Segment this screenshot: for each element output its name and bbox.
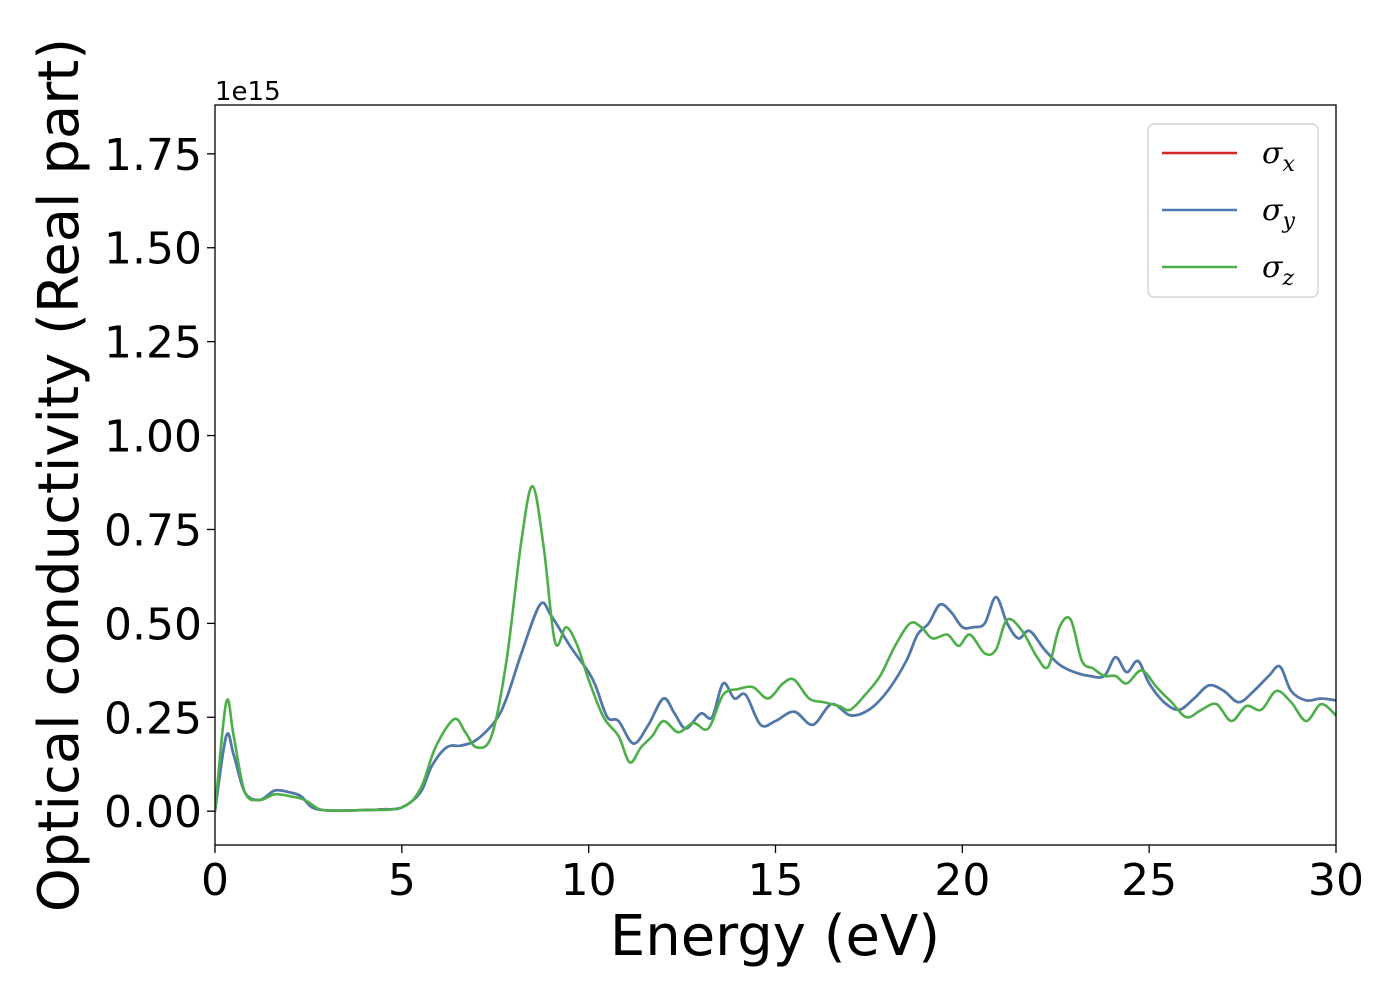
- x-tick-label: 25: [1121, 855, 1177, 906]
- y-tick-label: 0.25: [104, 693, 202, 744]
- series-line-z: [215, 484, 1336, 813]
- y-tick-label: 1.75: [104, 130, 202, 181]
- x-tick-label: 0: [201, 855, 229, 906]
- y-axis-label: Optical conductivity (Real part): [27, 38, 92, 912]
- y-axis: 0.00 0.25 0.50 0.75 1.00 1.25 1.50 1.75: [104, 130, 215, 838]
- y-tick-label: 1.25: [104, 318, 202, 369]
- y-tick-label: 1.00: [104, 412, 202, 463]
- x-tick-label: 30: [1308, 855, 1364, 906]
- y-offset-label: 1e15: [215, 77, 281, 107]
- series-layer: [215, 484, 1336, 813]
- y-tick-label: 0.75: [104, 505, 202, 556]
- x-axis-label: Energy (eV): [610, 904, 940, 969]
- x-tick-label: 20: [934, 855, 990, 906]
- y-tick-label: 0.50: [104, 599, 202, 650]
- y-tick-label: 0.00: [104, 787, 202, 838]
- x-axis: 0 5 10 15 20 25 30: [201, 845, 1364, 906]
- x-tick-label: 10: [561, 855, 617, 906]
- y-tick-label: 1.50: [104, 224, 202, 275]
- x-tick-label: 15: [748, 855, 804, 906]
- x-tick-label: 5: [388, 855, 416, 906]
